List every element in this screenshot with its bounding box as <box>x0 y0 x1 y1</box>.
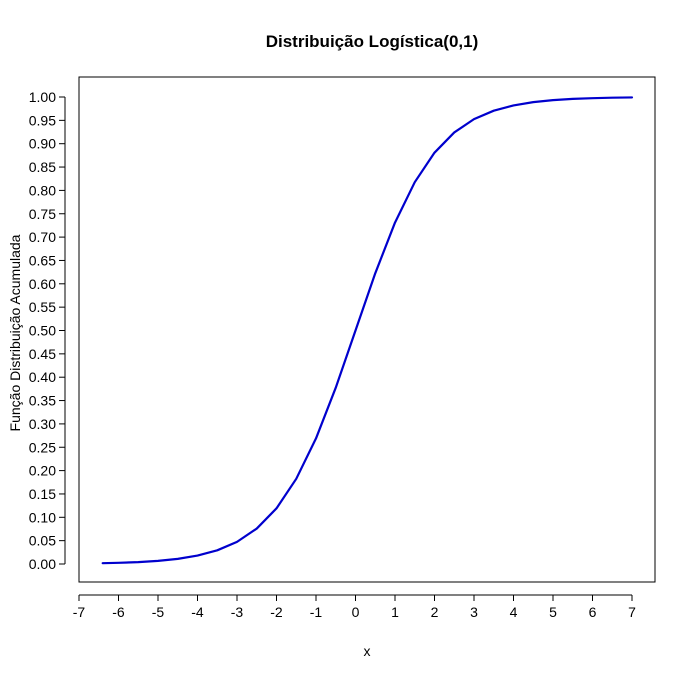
x-axis: -7 -6 -5 -4 -3 -2 -1 0 1 2 3 4 5 6 7 <box>73 594 636 620</box>
x-tick-label: -5 <box>152 604 165 620</box>
y-tick-label: 0.05 <box>29 533 56 549</box>
y-tick-label: 0.10 <box>29 509 56 525</box>
x-tick-label: -6 <box>112 604 125 620</box>
y-tick-label: 0.60 <box>29 276 56 292</box>
x-tick-label: -1 <box>310 604 323 620</box>
x-tick-label: 2 <box>431 604 439 620</box>
y-tick-label: 0.65 <box>29 252 56 268</box>
y-tick-label: 0.35 <box>29 393 56 409</box>
y-tick-label: 0.15 <box>29 486 56 502</box>
y-tick-label: 0.95 <box>29 112 56 128</box>
y-tick-label: 0.30 <box>29 416 56 432</box>
y-tick-label: 0.20 <box>29 463 56 479</box>
x-tick-label: 6 <box>589 604 597 620</box>
y-tick-label: 0.50 <box>29 323 56 339</box>
x-tick-label: -4 <box>191 604 204 620</box>
x-tick-label: -7 <box>73 604 86 620</box>
series-layer <box>101 96 634 565</box>
x-tick-label: 7 <box>628 604 636 620</box>
x-tick-label: 4 <box>510 604 518 620</box>
y-tick-label: 0.00 <box>29 556 56 572</box>
plot-frame <box>78 76 656 583</box>
x-tick-label: 0 <box>352 604 360 620</box>
chart-title: Distribuição Logística(0,1) <box>266 32 479 51</box>
y-tick-label: 0.70 <box>29 229 56 245</box>
y-axis: 0.00 0.05 0.10 0.15 0.20 0.25 0.30 0.35 0.40 0.45… <box>29 89 66 572</box>
x-tick-label: 5 <box>549 604 557 620</box>
x-tick-label: -3 <box>231 604 244 620</box>
series-line-0 <box>101 96 634 565</box>
x-axis-label: x <box>364 643 371 659</box>
y-tick-label: 0.90 <box>29 136 56 152</box>
x-tick-label: -2 <box>270 604 283 620</box>
y-axis-label: Função Distribuição Acumulada <box>7 234 23 431</box>
x-tick-label: 1 <box>391 604 399 620</box>
y-tick-label: 0.45 <box>29 346 56 362</box>
x-tick-label: 3 <box>470 604 478 620</box>
y-tick-label: 0.85 <box>29 159 56 175</box>
y-tick-label: 0.75 <box>29 206 56 222</box>
y-tick-label: 1.00 <box>29 89 56 105</box>
y-tick-label: 0.40 <box>29 369 56 385</box>
y-tick-label: 0.25 <box>29 439 56 455</box>
y-tick-label: 0.55 <box>29 299 56 315</box>
y-tick-label: 0.80 <box>29 182 56 198</box>
